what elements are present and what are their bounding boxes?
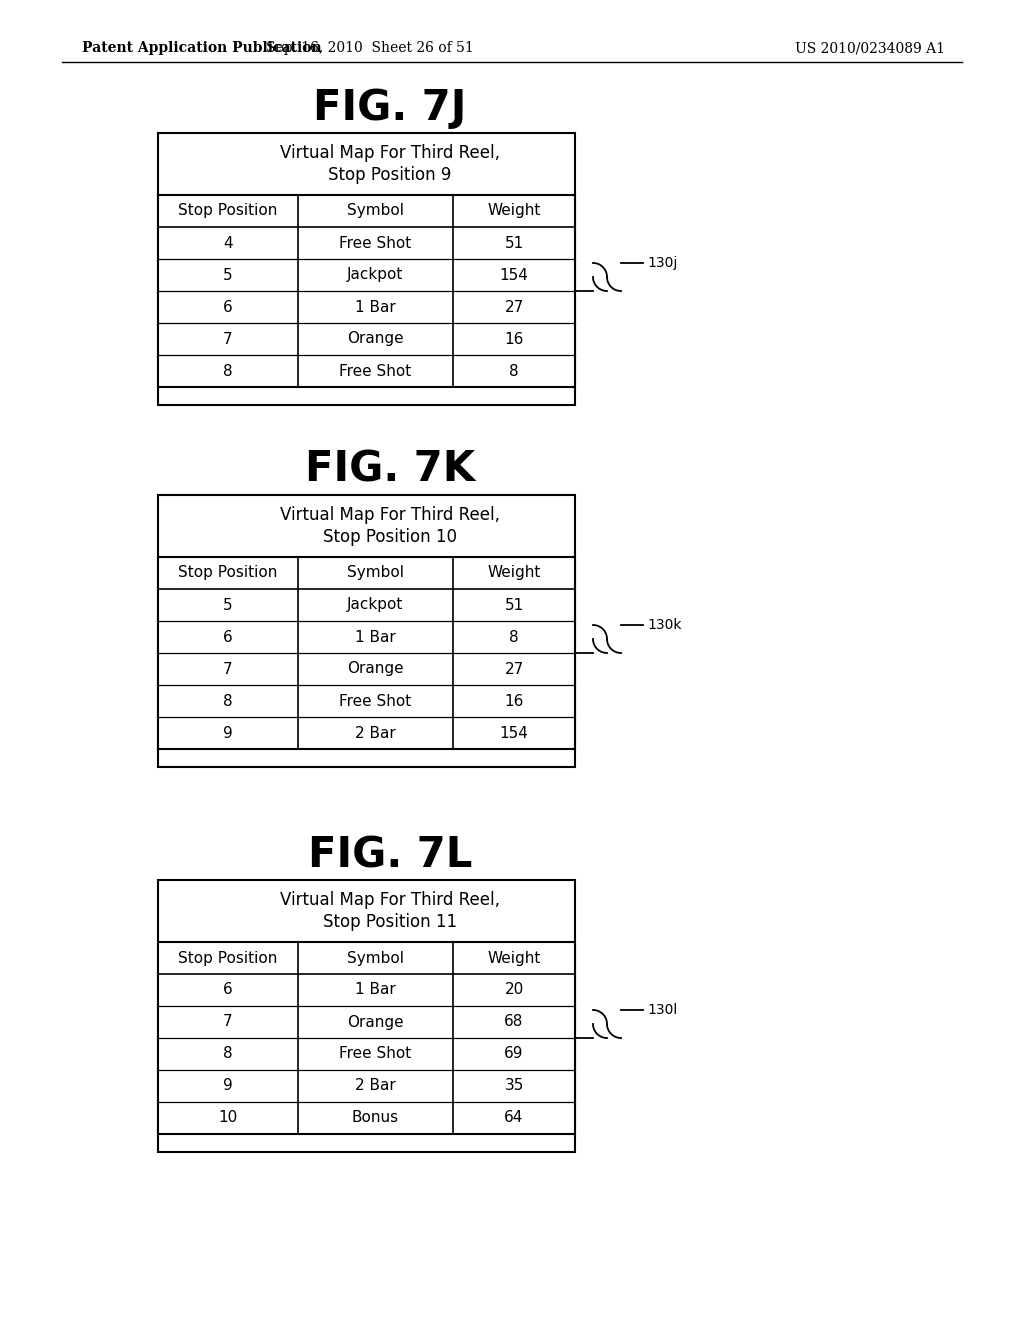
- Text: FIG. 7K: FIG. 7K: [305, 449, 475, 491]
- Text: Orange: Orange: [347, 1015, 403, 1030]
- Text: 6: 6: [223, 982, 232, 998]
- Text: 35: 35: [504, 1078, 523, 1093]
- Text: 7: 7: [223, 1015, 232, 1030]
- Text: 8: 8: [223, 1047, 232, 1061]
- Text: Orange: Orange: [347, 661, 403, 676]
- Text: US 2010/0234089 A1: US 2010/0234089 A1: [795, 41, 945, 55]
- Text: Weight: Weight: [487, 203, 541, 219]
- Text: 2 Bar: 2 Bar: [355, 1078, 396, 1093]
- Text: 16: 16: [504, 693, 523, 709]
- Text: 27: 27: [505, 300, 523, 314]
- Text: 16: 16: [504, 331, 523, 346]
- Text: Stop Position 10: Stop Position 10: [323, 528, 457, 546]
- Text: Virtual Map For Third Reel,: Virtual Map For Third Reel,: [280, 891, 500, 909]
- Text: Stop Position: Stop Position: [178, 203, 278, 219]
- Text: Free Shot: Free Shot: [339, 693, 412, 709]
- Text: 9: 9: [223, 726, 232, 741]
- Text: Symbol: Symbol: [347, 203, 404, 219]
- Text: 64: 64: [504, 1110, 523, 1126]
- Text: Stop Position 11: Stop Position 11: [323, 913, 457, 931]
- Text: Stop Position: Stop Position: [178, 565, 278, 581]
- Bar: [158, 942, 575, 1134]
- Text: 130l: 130l: [647, 1003, 677, 1016]
- Text: Free Shot: Free Shot: [339, 363, 412, 379]
- Text: Jackpot: Jackpot: [347, 598, 403, 612]
- Text: Virtual Map For Third Reel,: Virtual Map For Third Reel,: [280, 506, 500, 524]
- Text: 20: 20: [505, 982, 523, 998]
- Text: 7: 7: [223, 661, 232, 676]
- Bar: [158, 133, 575, 405]
- Text: 2 Bar: 2 Bar: [355, 726, 396, 741]
- Text: 9: 9: [223, 1078, 232, 1093]
- Text: Bonus: Bonus: [352, 1110, 399, 1126]
- Text: 1 Bar: 1 Bar: [355, 982, 396, 998]
- Text: 6: 6: [223, 630, 232, 644]
- Text: 130j: 130j: [647, 256, 677, 271]
- Text: 1 Bar: 1 Bar: [355, 630, 396, 644]
- Text: Symbol: Symbol: [347, 565, 404, 581]
- Text: 154: 154: [500, 268, 528, 282]
- Text: Free Shot: Free Shot: [339, 235, 412, 251]
- Text: 68: 68: [504, 1015, 523, 1030]
- Text: 8: 8: [509, 630, 519, 644]
- Text: 8: 8: [223, 693, 232, 709]
- Text: 5: 5: [223, 598, 232, 612]
- Text: FIG. 7L: FIG. 7L: [308, 834, 472, 876]
- Text: Weight: Weight: [487, 950, 541, 965]
- Text: 8: 8: [509, 363, 519, 379]
- Text: 1 Bar: 1 Bar: [355, 300, 396, 314]
- Text: Stop Position: Stop Position: [178, 950, 278, 965]
- Text: 5: 5: [223, 268, 232, 282]
- Text: 130k: 130k: [647, 618, 682, 632]
- Text: Virtual Map For Third Reel,: Virtual Map For Third Reel,: [280, 144, 500, 162]
- Bar: [158, 195, 575, 387]
- Bar: [158, 557, 575, 748]
- Text: 69: 69: [504, 1047, 523, 1061]
- Text: Sep. 16, 2010  Sheet 26 of 51: Sep. 16, 2010 Sheet 26 of 51: [266, 41, 474, 55]
- Text: FIG. 7J: FIG. 7J: [313, 87, 467, 129]
- Text: Free Shot: Free Shot: [339, 1047, 412, 1061]
- Text: Patent Application Publication: Patent Application Publication: [82, 41, 322, 55]
- Text: Orange: Orange: [347, 331, 403, 346]
- Text: 154: 154: [500, 726, 528, 741]
- Text: Symbol: Symbol: [347, 950, 404, 965]
- Text: Stop Position 9: Stop Position 9: [329, 166, 452, 183]
- Text: 27: 27: [505, 661, 523, 676]
- Text: 51: 51: [505, 598, 523, 612]
- Text: 7: 7: [223, 331, 232, 346]
- Text: 8: 8: [223, 363, 232, 379]
- Text: 51: 51: [505, 235, 523, 251]
- Bar: [158, 495, 575, 767]
- Text: Jackpot: Jackpot: [347, 268, 403, 282]
- Text: 10: 10: [218, 1110, 238, 1126]
- Bar: [158, 880, 575, 1152]
- Text: 4: 4: [223, 235, 232, 251]
- Text: 6: 6: [223, 300, 232, 314]
- Text: Weight: Weight: [487, 565, 541, 581]
